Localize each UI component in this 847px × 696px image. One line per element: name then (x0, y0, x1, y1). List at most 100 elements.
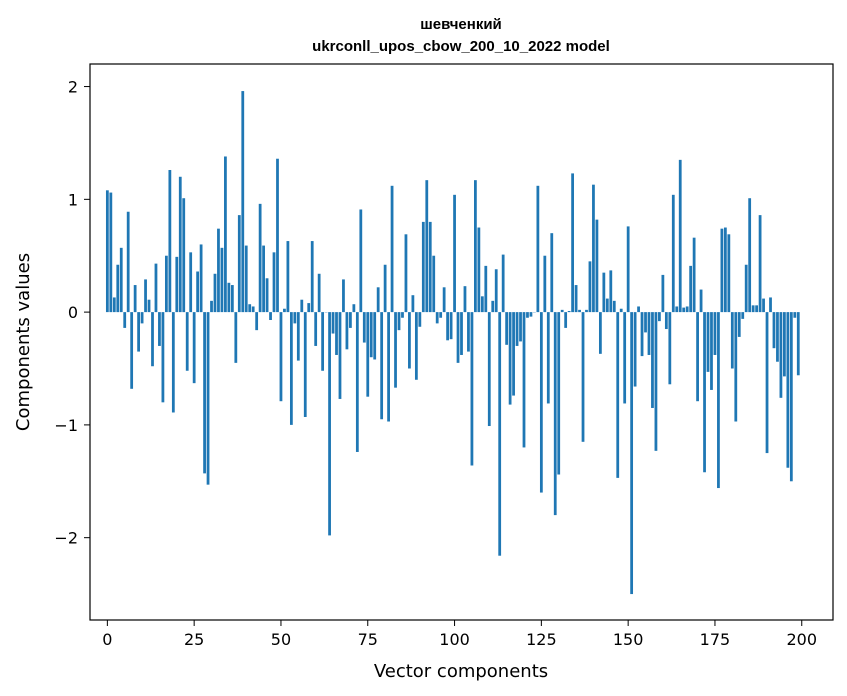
bar-71 (352, 304, 356, 313)
bar-145 (609, 270, 613, 313)
bar-16 (161, 312, 165, 403)
bar-164 (675, 306, 679, 313)
bar-90 (418, 312, 422, 327)
bar-19 (171, 312, 175, 413)
bar-68 (342, 279, 345, 313)
bar-9 (137, 312, 140, 352)
bar-43 (255, 312, 259, 331)
bar-5 (123, 312, 127, 328)
bar-34 (224, 156, 227, 313)
x-axis-label: Vector components (374, 661, 548, 682)
bar-148 (619, 308, 623, 313)
bar-151 (630, 312, 634, 595)
bar-110 (487, 312, 491, 427)
bar-32 (217, 228, 220, 313)
y-tick-label: 2 (68, 78, 78, 97)
bar-57 (303, 312, 307, 417)
bar-144 (605, 298, 609, 313)
bar-39 (241, 91, 245, 313)
bar-70 (349, 312, 352, 328)
bar-142 (598, 312, 602, 354)
bar-26 (196, 271, 200, 313)
bar-112 (494, 269, 498, 313)
bar-182 (737, 312, 741, 337)
x-axis-ticks: 0 25 50 75 100 125 150 175 200 (102, 620, 817, 649)
bar-137 (581, 312, 585, 442)
bar-77 (373, 312, 377, 360)
bar-131 (560, 309, 564, 313)
bar-169 (692, 237, 696, 313)
bar-195 (783, 312, 786, 377)
bar-175 (713, 312, 717, 355)
bar-6 (126, 211, 130, 313)
bar-52 (286, 241, 290, 313)
bar-122 (529, 312, 533, 317)
bar-74 (362, 312, 366, 343)
bar-89 (414, 312, 418, 380)
bar-168 (689, 265, 693, 313)
bar-59 (310, 241, 314, 313)
bar-157 (651, 312, 654, 408)
bar-0 (105, 190, 109, 313)
bar-158 (654, 312, 658, 451)
bar-120 (522, 312, 526, 448)
bar-99 (449, 312, 453, 340)
bar-162 (668, 312, 672, 385)
bar-83 (394, 312, 397, 388)
bar-135 (574, 285, 578, 313)
bar-143 (602, 272, 606, 313)
bar-51 (283, 308, 286, 313)
bar-1 (109, 192, 113, 313)
x-tick-label: 100 (439, 630, 470, 649)
bar-183 (741, 312, 745, 319)
bar-22 (182, 198, 186, 313)
bar-160 (661, 274, 665, 313)
bar-30 (210, 300, 213, 313)
x-tick-label: 150 (613, 630, 644, 649)
bar-181 (734, 312, 738, 422)
bar-29 (206, 312, 210, 485)
bar-36 (230, 285, 234, 313)
bar-88 (411, 295, 415, 313)
y-tick-label: 0 (68, 303, 78, 322)
bar-95 (435, 312, 439, 324)
bar-67 (338, 312, 342, 399)
bar-85 (401, 312, 404, 318)
bar-147 (616, 312, 620, 478)
bar-174 (710, 312, 713, 390)
bar-178 (723, 227, 727, 313)
bar-55 (296, 312, 300, 361)
bar-3 (116, 264, 120, 313)
bar-81 (387, 312, 390, 422)
y-tick-label: 1 (68, 190, 78, 209)
bar-79 (380, 312, 384, 420)
bar-141 (595, 219, 599, 313)
bar-69 (345, 312, 349, 350)
bar-40 (244, 245, 248, 313)
bar-56 (300, 299, 304, 313)
bar-93 (428, 221, 432, 313)
bar-24 (189, 252, 193, 313)
x-tick-label: 50 (271, 630, 291, 649)
bar-31 (213, 273, 217, 313)
bar-23 (185, 312, 189, 371)
bar-192 (772, 312, 776, 349)
bar-8 (133, 285, 137, 313)
x-tick-label: 25 (184, 630, 204, 649)
bar-60 (314, 312, 318, 346)
bar-179 (727, 234, 731, 313)
bar-61 (317, 273, 321, 313)
bar-91 (421, 221, 425, 313)
bar-198 (793, 312, 797, 318)
bar-76 (369, 312, 373, 358)
bar-75 (366, 312, 370, 397)
bar-173 (706, 312, 710, 372)
bar-170 (696, 312, 699, 402)
bar-194 (779, 312, 783, 398)
bar-105 (470, 312, 474, 466)
bar-92 (425, 180, 429, 313)
bar-196 (786, 312, 790, 468)
bar-87 (408, 312, 411, 369)
bar-94 (432, 255, 436, 313)
